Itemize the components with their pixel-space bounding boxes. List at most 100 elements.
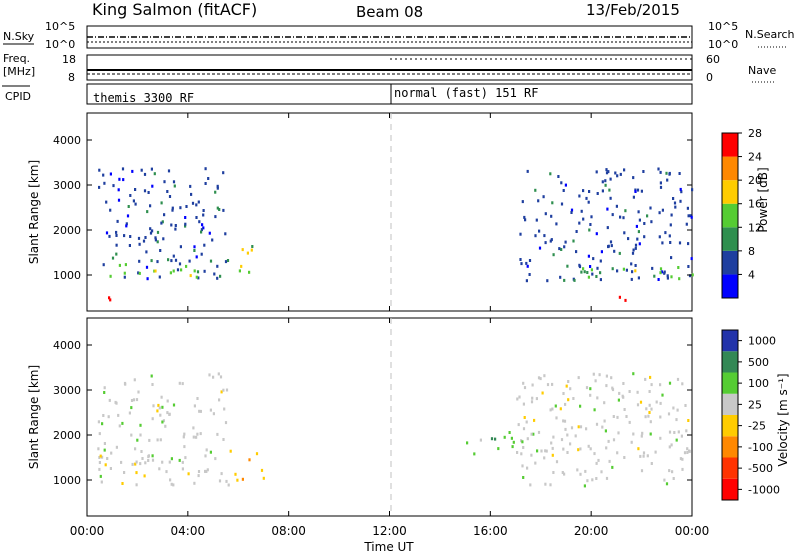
power-cell xyxy=(250,248,253,252)
power-cell xyxy=(588,228,591,232)
velocity-cell xyxy=(559,407,562,411)
velocity-cell xyxy=(204,469,207,473)
velocity-cell xyxy=(141,457,144,460)
velocity-cell xyxy=(166,411,169,415)
power-cell xyxy=(563,245,566,249)
power-cell xyxy=(580,270,583,274)
velocity-cell xyxy=(172,483,175,487)
velocity-cell xyxy=(241,477,244,481)
velocity-cell xyxy=(526,466,529,470)
velocity-cell xyxy=(121,482,124,485)
velocity-cell xyxy=(255,452,259,456)
velocity-plot-frame xyxy=(86,317,693,517)
power-cell xyxy=(680,190,683,194)
velocity-cell xyxy=(685,429,688,433)
y-tick-label: 4000 xyxy=(53,134,81,147)
velocity-cell xyxy=(612,438,616,442)
power-cell xyxy=(208,231,211,235)
power-cell xyxy=(691,273,694,277)
velocity-cell xyxy=(490,437,494,441)
power-cell xyxy=(143,189,147,193)
nsky-bottom-label: 10^0 xyxy=(45,38,75,51)
power-cell xyxy=(595,232,598,236)
velocity-cell xyxy=(183,432,186,436)
velocity-cell xyxy=(617,431,620,435)
velocity-cell xyxy=(579,404,582,408)
velocity-cell xyxy=(605,476,609,480)
velocity-cell xyxy=(135,398,139,402)
velocity-cell xyxy=(159,438,162,442)
colorbar-tick-label: 28 xyxy=(748,127,762,140)
power-cell xyxy=(599,259,602,263)
colorbar-tick-label: -25 xyxy=(748,420,766,433)
velocity-cell xyxy=(567,398,570,402)
velocity-cell xyxy=(563,472,566,476)
power-cell xyxy=(200,230,203,234)
power-cell xyxy=(149,231,153,235)
velocity-cell xyxy=(641,431,644,435)
colorbar-segment xyxy=(722,274,738,298)
velocity-cell xyxy=(555,416,558,420)
power-cell xyxy=(631,251,635,255)
power-cell xyxy=(174,227,177,231)
power-cell xyxy=(634,243,638,247)
nsearch-label: N.Search xyxy=(745,28,795,41)
velocity-cell xyxy=(152,404,155,408)
velocity-cell xyxy=(593,408,596,412)
power-cell xyxy=(207,177,210,180)
velocity-cell xyxy=(650,407,653,411)
velocity-cell xyxy=(521,440,524,444)
velocity-cell xyxy=(551,382,554,386)
velocity-cell xyxy=(659,415,662,419)
power-cell xyxy=(131,169,134,173)
power-cell xyxy=(635,224,638,228)
power-cell xyxy=(575,230,578,233)
power-cell xyxy=(591,272,594,276)
power-cell xyxy=(587,275,590,279)
velocity-cell xyxy=(103,391,106,394)
velocity-cell xyxy=(220,390,223,394)
power-cell xyxy=(613,249,616,253)
velocity-cell xyxy=(523,386,527,390)
power-cell xyxy=(659,267,663,271)
power-cell xyxy=(618,251,621,255)
power-cell xyxy=(622,267,625,271)
velocity-cell xyxy=(607,439,610,443)
power-cell xyxy=(560,248,563,251)
velocity-cell xyxy=(640,469,644,473)
power-cell xyxy=(691,188,694,192)
power-cell xyxy=(214,190,217,194)
power-cell xyxy=(687,265,690,268)
power-cell xyxy=(195,216,198,219)
power-cell xyxy=(669,241,672,244)
power-cell xyxy=(687,214,690,218)
power-cell xyxy=(601,189,604,193)
velocity-cell xyxy=(199,409,202,413)
power-cell xyxy=(659,170,662,174)
velocity-cell xyxy=(632,432,635,436)
velocity-cell xyxy=(545,449,548,453)
colorbar-tick-label: -1000 xyxy=(748,483,780,496)
velocity-cell xyxy=(648,403,651,407)
velocity-cell xyxy=(101,455,104,459)
velocity-cell xyxy=(672,477,675,480)
power-cell xyxy=(209,259,213,263)
velocity-cell xyxy=(681,382,684,386)
velocity-cell xyxy=(611,465,614,469)
velocity-cell xyxy=(659,401,662,405)
velocity-cell xyxy=(550,441,553,445)
velocity-cell xyxy=(466,441,469,445)
velocity-cell xyxy=(516,451,519,454)
power-cell xyxy=(204,167,207,171)
velocity-cell xyxy=(623,408,626,411)
velocity-cell xyxy=(683,451,687,455)
power-cell xyxy=(150,259,153,263)
power-cell xyxy=(601,180,604,184)
velocity-cell xyxy=(522,381,525,385)
power-cell xyxy=(560,181,563,185)
velocity-cell xyxy=(218,398,221,402)
velocity-cell xyxy=(522,402,525,406)
velocity-cell xyxy=(151,383,154,386)
velocity-cell xyxy=(139,462,142,466)
velocity-cell xyxy=(508,431,511,434)
